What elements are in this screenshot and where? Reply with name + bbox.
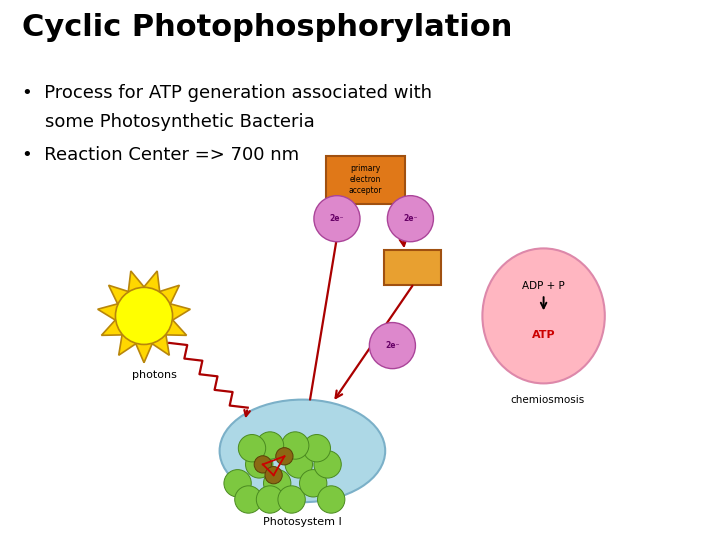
Text: ATP: ATP — [532, 330, 555, 340]
Ellipse shape — [285, 451, 312, 478]
Ellipse shape — [318, 486, 345, 513]
Text: •  Reaction Center => 700 nm: • Reaction Center => 700 nm — [22, 146, 299, 164]
Text: 2e⁻: 2e⁻ — [330, 214, 344, 223]
Ellipse shape — [303, 435, 330, 462]
Text: 2e⁻: 2e⁻ — [385, 341, 400, 350]
Ellipse shape — [278, 486, 305, 513]
Text: photons: photons — [132, 370, 177, 380]
Ellipse shape — [238, 435, 266, 462]
Polygon shape — [98, 271, 190, 363]
Ellipse shape — [224, 470, 251, 497]
Text: ADP + P: ADP + P — [522, 281, 565, 291]
FancyBboxPatch shape — [384, 250, 441, 285]
Ellipse shape — [314, 451, 341, 478]
Ellipse shape — [482, 248, 605, 383]
Ellipse shape — [246, 451, 273, 478]
Ellipse shape — [387, 195, 433, 242]
Ellipse shape — [276, 448, 293, 465]
Ellipse shape — [220, 400, 385, 502]
Ellipse shape — [256, 432, 284, 459]
Text: Photosystem I: Photosystem I — [263, 517, 342, 528]
Text: chemiosmosis: chemiosmosis — [510, 395, 585, 404]
Ellipse shape — [369, 322, 415, 369]
Ellipse shape — [314, 195, 360, 242]
Text: some Photosynthetic Bacteria: some Photosynthetic Bacteria — [22, 113, 315, 131]
Ellipse shape — [300, 470, 327, 497]
Text: •  Process for ATP generation associated with: • Process for ATP generation associated … — [22, 84, 431, 102]
Ellipse shape — [235, 486, 262, 513]
Text: Cyclic Photophosphorylation: Cyclic Photophosphorylation — [22, 14, 512, 43]
Ellipse shape — [256, 486, 284, 513]
Ellipse shape — [115, 287, 173, 345]
Ellipse shape — [282, 432, 309, 459]
FancyBboxPatch shape — [326, 156, 405, 204]
Text: 2e⁻: 2e⁻ — [403, 214, 418, 223]
Text: primary
electron
acceptor: primary electron acceptor — [348, 164, 382, 195]
Ellipse shape — [254, 456, 271, 473]
Ellipse shape — [264, 470, 291, 497]
Ellipse shape — [265, 467, 282, 484]
